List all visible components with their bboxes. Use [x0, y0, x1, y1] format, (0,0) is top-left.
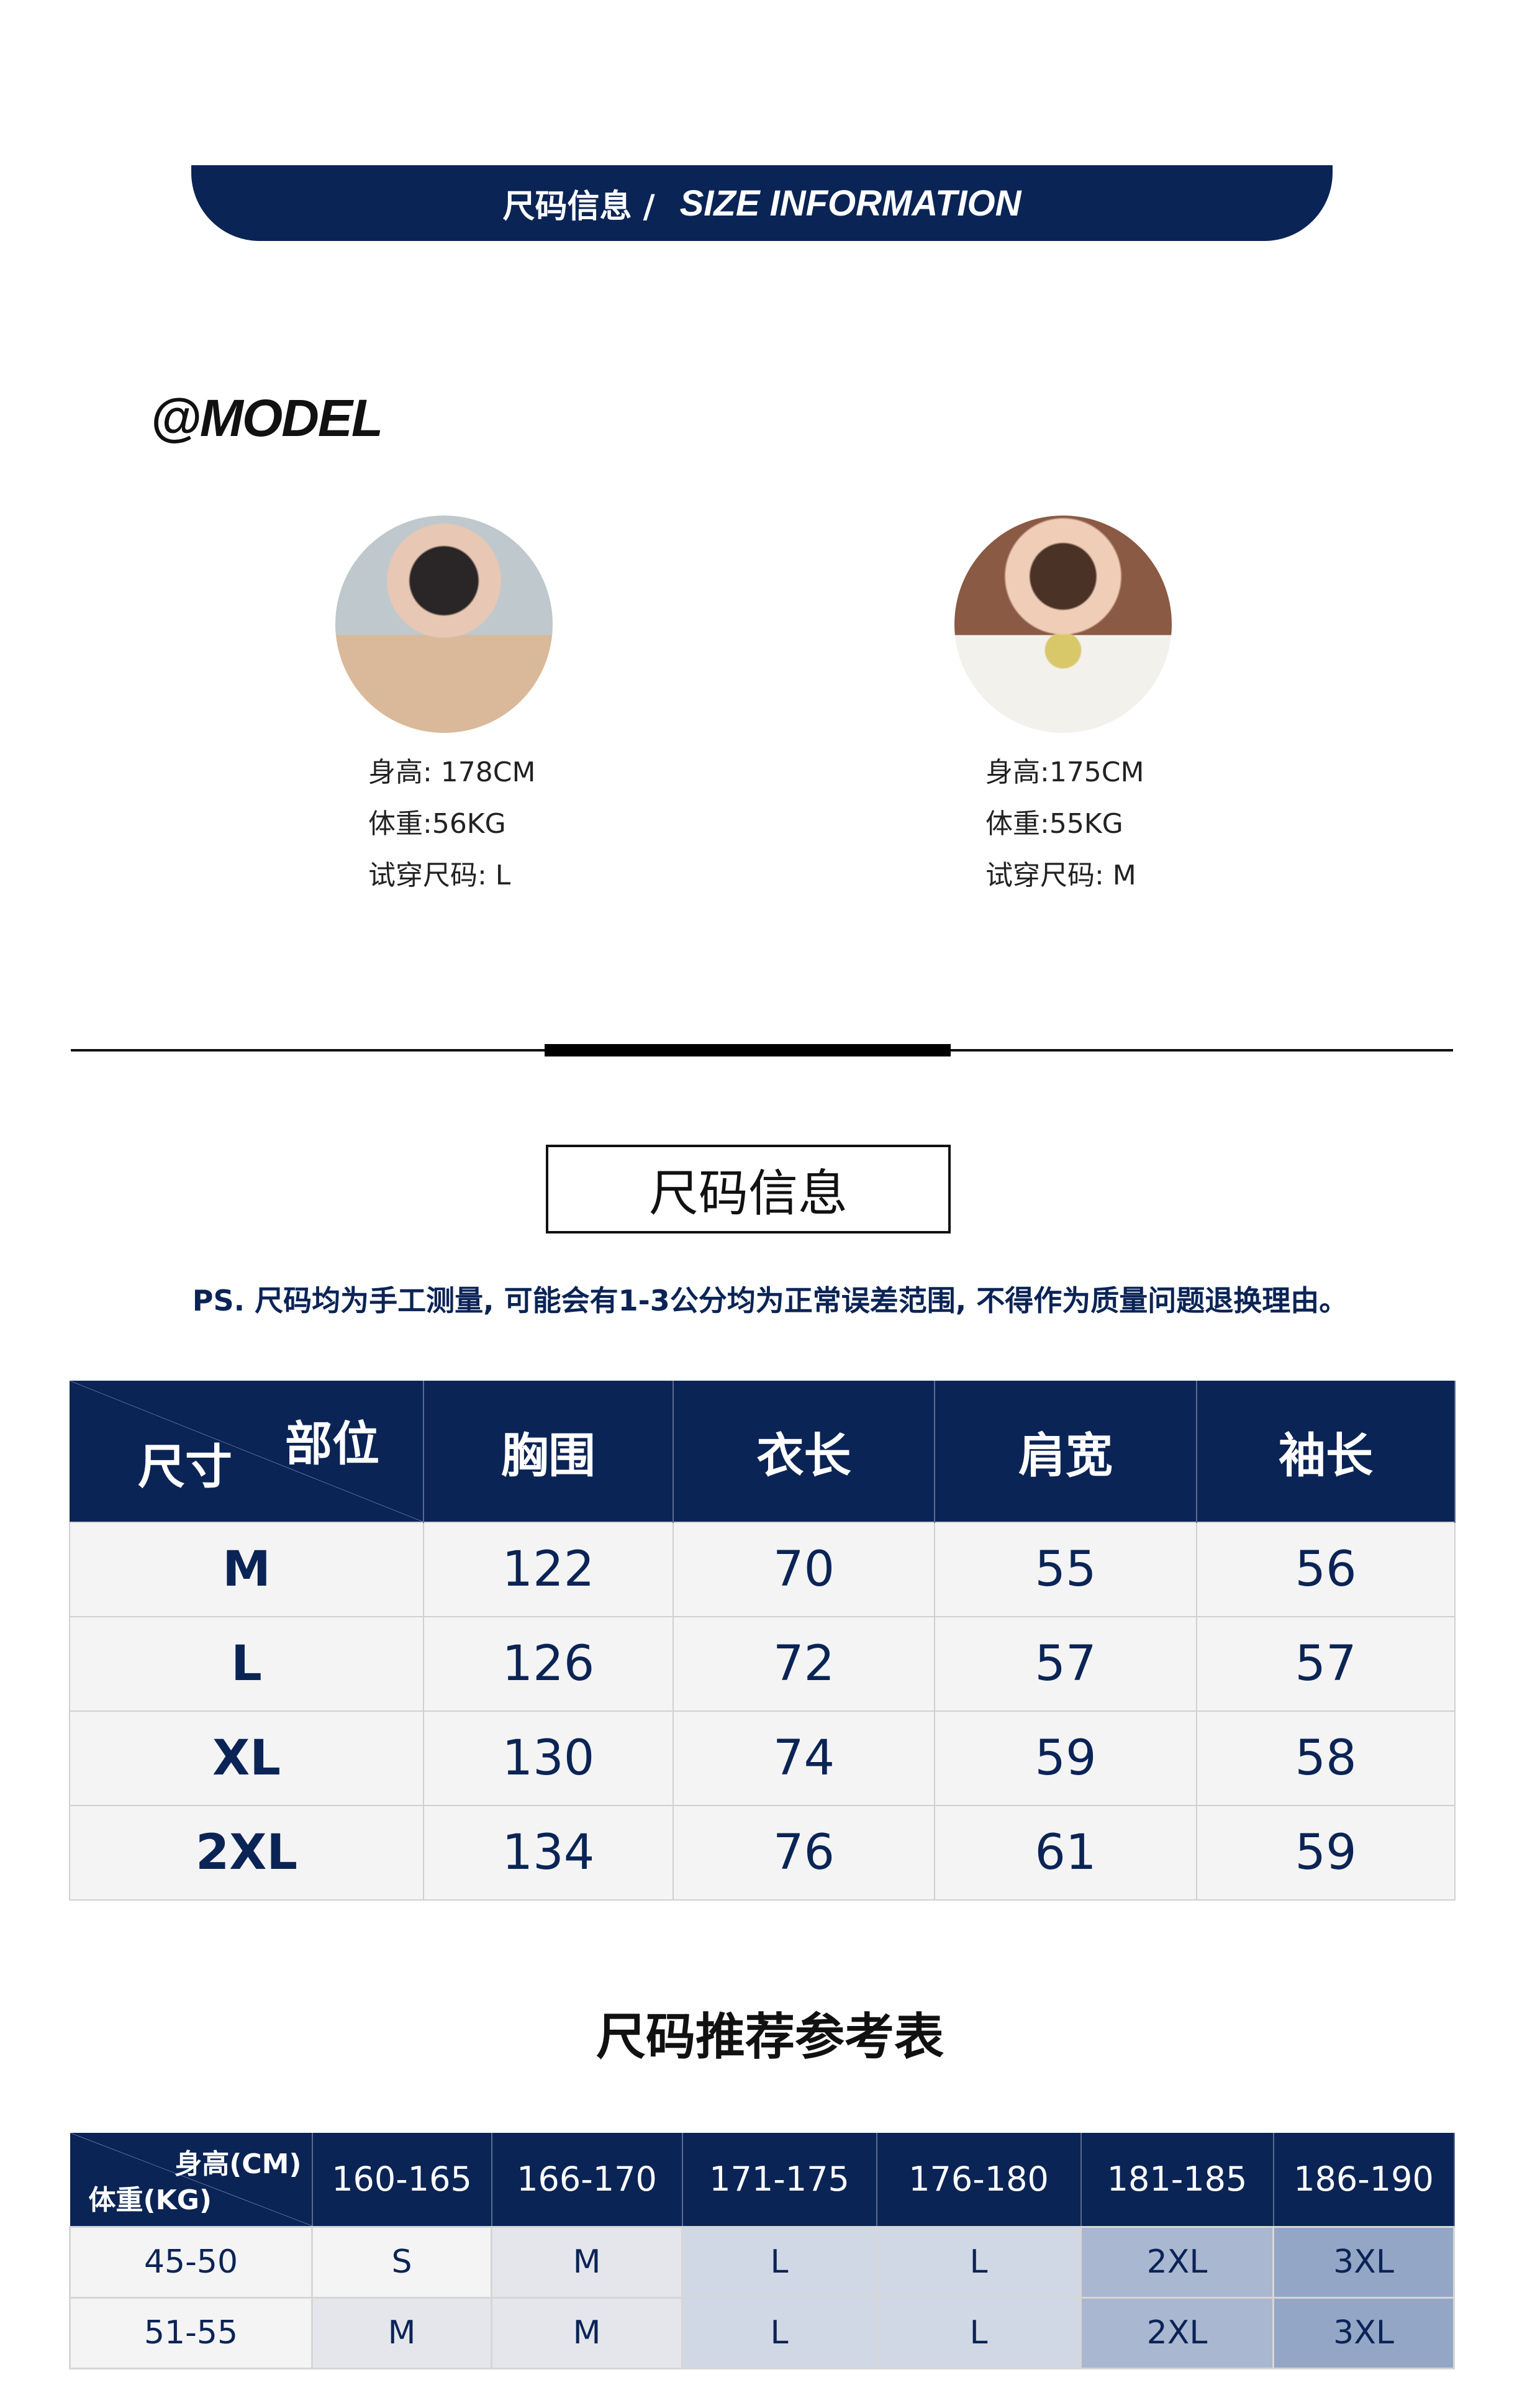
column-header: 肩宽 — [935, 1381, 1197, 1522]
table-cell: 122 — [423, 1522, 674, 1617]
column-header: 胸围 — [424, 1381, 674, 1522]
model-title: @MODEL — [150, 389, 383, 447]
table-row: 51-55 M M L L 2XL 3XL — [69, 2296, 1455, 2369]
table-row: M 122 70 55 56 — [69, 1522, 1456, 1617]
table-cell: L — [876, 2296, 1082, 2369]
table-row: L 126 72 57 57 — [69, 1616, 1456, 1712]
table-cell: 56 — [1196, 1522, 1456, 1617]
table-cell: L — [876, 2225, 1082, 2299]
row-header-cell: M — [69, 1522, 424, 1617]
measurement-note: PS. 尺码均为手工测量, 可能会有1-3公分均为正常误差范围, 不得作为质量问… — [192, 1284, 1348, 1317]
corner-bottom: 体重(KG) — [88, 2184, 212, 2216]
column-header: 181-185 — [1080, 2133, 1274, 2227]
table-cell: 55 — [934, 1522, 1197, 1617]
table-row: 45-50 S M L L 2XL 3XL — [69, 2225, 1455, 2299]
table-cell: M — [311, 2296, 492, 2369]
column-header: 160-165 — [312, 2133, 492, 2227]
recommendation-table: 身高(CM) 体重(KG) 160-165 166-170 171-175 17… — [69, 2133, 1455, 2369]
table-cell: 3XL — [1272, 2225, 1455, 2299]
recommendation-title: 尺码推荐参考表 — [596, 2008, 944, 2066]
banner-en: SIZE INFORMATION — [679, 183, 1021, 224]
model-size: 试穿尺码: L — [368, 860, 511, 891]
corner-bottom: 尺寸 — [138, 1439, 232, 1494]
model-height: 身高: 178CM — [368, 756, 536, 788]
table-row: 2XL 134 76 61 59 — [69, 1805, 1456, 1901]
section-banner: 尺码信息 / SIZE INFORMATION — [191, 165, 1333, 241]
size-table: 部位 尺寸 胸围 衣长 肩宽 袖长 M 122 70 55 56 L 126 72 57 57 XL… — [69, 1381, 1456, 1901]
table-row: XL 130 74 59 58 — [69, 1710, 1456, 1806]
table-cell: 134 — [423, 1805, 674, 1901]
row-header-cell: XL — [69, 1710, 424, 1806]
column-header: 176-180 — [876, 2133, 1082, 2227]
model-avatar — [335, 516, 553, 733]
table-cell: 76 — [673, 1805, 935, 1901]
size-box-title: 尺码信息 — [546, 1145, 951, 1233]
row-header-cell: 2XL — [69, 1805, 424, 1901]
table-cell: L — [681, 2296, 877, 2369]
table-cell: M — [491, 2225, 683, 2299]
table-cell: M — [491, 2296, 683, 2369]
row-header-cell: 51-55 — [69, 2296, 313, 2369]
table-cell: 61 — [934, 1805, 1197, 1901]
table-cell: 3XL — [1272, 2296, 1455, 2369]
model-avatar — [954, 516, 1172, 733]
column-header: 171-175 — [682, 2133, 877, 2227]
table-cell: 130 — [423, 1710, 674, 1806]
table-cell: 2XL — [1080, 2225, 1274, 2299]
corner-cell: 身高(CM) 体重(KG) — [70, 2133, 313, 2227]
row-header-cell: 45-50 — [69, 2225, 313, 2299]
divider-accent — [545, 1044, 951, 1056]
column-header: 186-190 — [1273, 2133, 1455, 2227]
table-cell: 57 — [934, 1616, 1197, 1712]
model-weight: 体重:55KG — [985, 808, 1123, 840]
table-cell: 70 — [673, 1522, 935, 1617]
corner-cell: 部位 尺寸 — [70, 1381, 424, 1522]
corner-top: 部位 — [285, 1416, 379, 1471]
table-cell: L — [681, 2225, 877, 2299]
table-cell: 59 — [934, 1710, 1197, 1806]
model-info: 身高:175CM 体重:55KG 试穿尺码: M — [985, 747, 1144, 901]
table-cell: 2XL — [1080, 2296, 1274, 2369]
table-cell: 126 — [423, 1616, 674, 1712]
column-header: 衣长 — [673, 1381, 935, 1522]
model-info: 身高: 178CM 体重:56KG 试穿尺码: L — [368, 747, 535, 901]
table-cell: 72 — [673, 1616, 935, 1712]
column-header: 袖长 — [1197, 1381, 1456, 1522]
banner-cn: 尺码信息 / — [502, 188, 655, 225]
table-cell: 57 — [1196, 1616, 1456, 1712]
table-header-row: 部位 尺寸 胸围 衣长 肩宽 袖长 — [70, 1381, 1456, 1522]
row-header-cell: L — [69, 1616, 424, 1712]
corner-top: 身高(CM) — [174, 2148, 302, 2180]
column-header: 166-170 — [491, 2133, 683, 2227]
table-cell: S — [311, 2225, 492, 2299]
model-weight: 体重:56KG — [368, 808, 506, 840]
model-size: 试穿尺码: M — [985, 860, 1136, 891]
table-header-row: 身高(CM) 体重(KG) 160-165 166-170 171-175 17… — [70, 2133, 1455, 2227]
table-cell: 74 — [673, 1710, 935, 1806]
model-height: 身高:175CM — [985, 756, 1144, 788]
table-cell: 59 — [1196, 1805, 1456, 1901]
table-cell: 58 — [1196, 1710, 1456, 1806]
